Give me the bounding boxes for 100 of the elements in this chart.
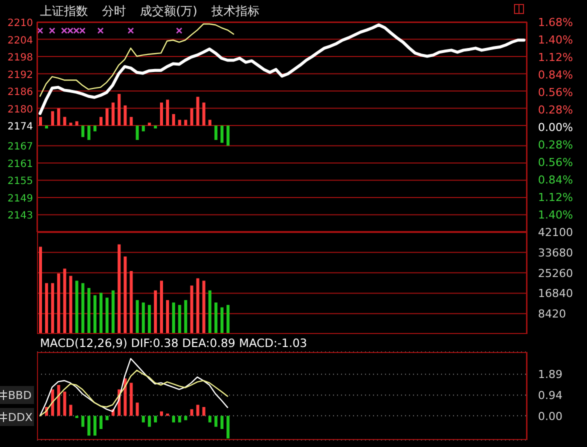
bar [220, 307, 224, 334]
y2-tick-label: 0.84% [538, 68, 573, 82]
y-tick-label: 8420 [538, 308, 566, 321]
bar [172, 302, 176, 334]
line-series [39, 370, 228, 416]
bar [39, 246, 42, 334]
bar [160, 411, 163, 416]
bar [69, 122, 72, 126]
bar [148, 122, 151, 126]
bar [136, 402, 139, 416]
y2-tick-label: 0.28% [538, 104, 573, 116]
bar [220, 416, 224, 429]
bar [136, 300, 139, 334]
y-tick-label: 33680 [538, 246, 573, 260]
bar [87, 126, 90, 140]
bar [45, 283, 48, 334]
bar [190, 286, 194, 334]
bar [118, 244, 121, 334]
bar [51, 111, 54, 126]
y2-tick-label: 1.40% [538, 34, 573, 46]
y2-tick-label: 0.56% [538, 86, 573, 99]
bar [226, 126, 230, 146]
bar [57, 273, 60, 334]
line-series [39, 358, 228, 416]
bar [93, 416, 96, 436]
y-tick-label: 2186 [8, 87, 33, 98]
y-tick-label: 42100 [538, 226, 573, 239]
y-tick-label: 2180 [8, 104, 33, 116]
bar [184, 300, 188, 334]
bar [166, 100, 170, 126]
y-tick-label: 1.89 [538, 368, 562, 382]
bar [130, 382, 133, 416]
bar [106, 416, 109, 420]
y-tick-label: 2161 [8, 158, 33, 170]
bar [214, 302, 218, 334]
bar [142, 416, 145, 422]
y2-tick-label: 0.56% [538, 156, 573, 169]
bar [214, 416, 218, 427]
y-tick-label: 25260 [538, 266, 573, 280]
bar [196, 96, 200, 126]
y-tick-label: 2143 [8, 210, 33, 222]
bar [142, 126, 145, 132]
bar [130, 271, 133, 334]
bar [184, 416, 188, 420]
bar [226, 416, 230, 438]
y-tick-label: 2149 [8, 193, 33, 204]
bar [87, 288, 90, 334]
bar [148, 416, 151, 427]
y-tick-label: 0.94 [538, 389, 562, 402]
y2-tick-label: 1.12% [538, 51, 573, 64]
bar [178, 304, 182, 334]
bar [112, 102, 115, 126]
y2-tick-label: 0.00% [538, 121, 573, 134]
bar [69, 404, 72, 416]
bar [136, 126, 139, 140]
bar [106, 298, 109, 334]
bar [208, 416, 212, 422]
bar [208, 290, 212, 334]
y-tick-label: 2198 [8, 52, 33, 64]
bar [63, 116, 66, 126]
y2-tick-label: 1.12% [538, 191, 573, 204]
bar [75, 280, 78, 334]
y-tick-label: 2204 [8, 35, 33, 46]
bar [57, 385, 60, 416]
bar [148, 304, 151, 334]
bar [190, 108, 194, 126]
bar [202, 102, 206, 126]
bar [160, 102, 163, 126]
bar [196, 278, 200, 334]
bar [190, 409, 194, 416]
text: DDX [8, 410, 32, 424]
text: 成交额(万) [140, 3, 198, 20]
y2-tick-label: 0.84% [538, 174, 573, 186]
bar [63, 268, 66, 334]
bar [154, 290, 157, 334]
y-tick-label: 2174 [8, 122, 33, 133]
bar [178, 120, 182, 126]
bar [112, 290, 115, 334]
bar [202, 407, 206, 416]
bar [226, 304, 230, 334]
y2-tick-label: 0.28% [538, 138, 573, 152]
bar [124, 378, 127, 416]
y-tick-label: 2210 [8, 18, 33, 29]
bar [69, 276, 72, 334]
chart-title: 上证指数 [40, 3, 88, 20]
y-tick-label: 2155 [8, 176, 33, 188]
bar [178, 416, 182, 422]
y-tick-label: 2192 [8, 70, 33, 81]
bar [214, 126, 218, 140]
bar [57, 108, 60, 126]
y-tick-label: 0.00 [538, 410, 562, 423]
bar [118, 94, 121, 126]
bar [202, 280, 206, 334]
bar [75, 121, 78, 126]
bar [124, 105, 127, 126]
bar [196, 404, 200, 416]
bar [87, 416, 90, 436]
bar [99, 416, 102, 429]
bar [166, 300, 170, 334]
bar [51, 389, 54, 416]
